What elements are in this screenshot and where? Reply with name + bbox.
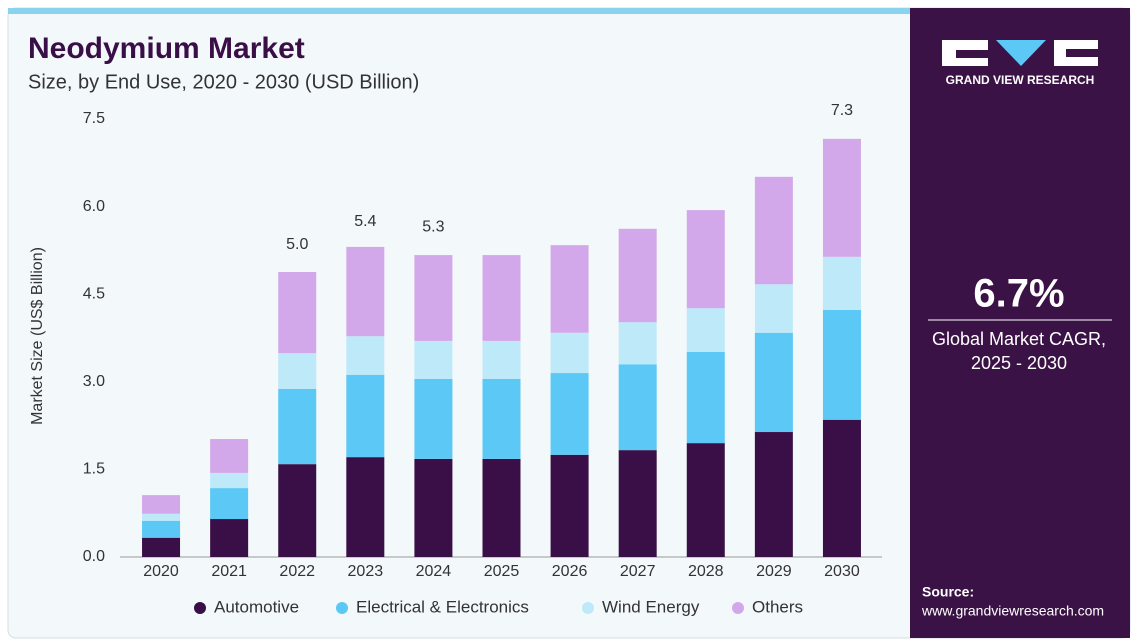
- side-panel: [910, 8, 1130, 638]
- bar-segment: [754, 284, 793, 333]
- y-tick-label: 4.5: [83, 285, 105, 302]
- bar-segment: [822, 309, 861, 420]
- bar-segment: [822, 138, 861, 257]
- bar-segment: [142, 495, 181, 514]
- legend-label: Automotive: [214, 597, 299, 616]
- bar-segment: [618, 228, 657, 323]
- x-tick-label: 2026: [552, 563, 588, 580]
- source-label: Source:: [922, 584, 974, 600]
- x-tick-label: 2024: [416, 563, 452, 580]
- bar-segment: [346, 336, 385, 375]
- bar-segment: [686, 308, 725, 353]
- bar-segment: [414, 340, 453, 379]
- brand: GRAND VIEW RESEARCH: [946, 73, 1095, 87]
- bar-segment: [210, 488, 249, 520]
- bar-segment: [482, 255, 521, 341]
- bar-segment: [754, 432, 793, 557]
- bar-segment: [482, 340, 521, 379]
- legend-label: Others: [752, 597, 803, 616]
- y-axis-title: Market Size (US$ Billion): [29, 247, 46, 425]
- bar-segment: [686, 352, 725, 444]
- bar-segment: [686, 210, 725, 309]
- y-tick-label: 3.0: [83, 373, 105, 390]
- bar-segment: [550, 373, 589, 455]
- bar-segment: [550, 454, 589, 557]
- y-tick-label: 6.0: [83, 198, 105, 215]
- bar-segment: [142, 537, 181, 557]
- legend-label: Electrical & Electronics: [356, 597, 529, 616]
- bar-segment: [142, 520, 181, 538]
- source-url: www.grandviewresearch.com: [921, 603, 1104, 619]
- top-stripe: [8, 8, 910, 14]
- bar-segment: [822, 256, 861, 310]
- bar-segment: [414, 255, 453, 341]
- bar-segment: [414, 458, 453, 557]
- x-tick-label: 2022: [279, 563, 315, 580]
- legend-marker: [336, 602, 348, 614]
- cagr-caption: Global Market CAGR,: [932, 329, 1106, 349]
- y-tick-label: 7.5: [83, 110, 105, 127]
- x-tick-label: 2023: [348, 563, 384, 580]
- logo: [942, 40, 1098, 66]
- bar-segment: [278, 388, 317, 465]
- bar-segment: [618, 364, 657, 451]
- bar-segment: [142, 513, 181, 521]
- legend-label: Wind Energy: [602, 597, 700, 616]
- bar-segment: [414, 378, 453, 459]
- x-tick-label: 2020: [143, 563, 179, 580]
- x-tick-label: 2021: [211, 563, 247, 580]
- bar-segment: [210, 519, 249, 557]
- bar-segment: [550, 245, 589, 333]
- total-label: 5.4: [354, 213, 376, 230]
- legend-marker: [194, 602, 206, 614]
- bar-segment: [618, 450, 657, 557]
- x-tick-label: 2028: [688, 563, 724, 580]
- x-tick-label: 2025: [484, 563, 520, 580]
- bar-segment: [822, 419, 861, 557]
- bar-segment: [346, 457, 385, 557]
- x-tick-label: 2029: [756, 563, 792, 580]
- legend-marker: [582, 602, 594, 614]
- bar-segment: [754, 176, 793, 285]
- chart-subtitle: Size, by End Use, 2020 - 2030 (USD Billi…: [28, 71, 419, 93]
- total-label: 7.3: [831, 102, 853, 119]
- bar-segment: [482, 458, 521, 557]
- x-tick-label: 2030: [824, 563, 860, 580]
- y-tick-label: 1.5: [83, 461, 105, 478]
- bar-segment: [210, 439, 249, 473]
- chart-title: Neodymium Market: [28, 32, 305, 65]
- total-label: 5.0: [286, 236, 308, 253]
- bar-segment: [278, 353, 317, 389]
- cagr-caption: 2025 - 2030: [971, 353, 1067, 373]
- x-tick-label: 2027: [620, 563, 656, 580]
- bar-segment: [210, 472, 249, 489]
- bar-segment: [686, 443, 725, 557]
- cagr-value: 6.7%: [973, 272, 1064, 316]
- bar-segment: [278, 272, 317, 354]
- bar-segment: [482, 378, 521, 459]
- bar-segment: [346, 246, 385, 337]
- total-label: 5.3: [422, 219, 444, 236]
- bar-segment: [278, 464, 317, 557]
- bar-segment: [618, 322, 657, 365]
- bar-segment: [550, 332, 589, 374]
- legend-marker: [732, 602, 744, 614]
- bar-segment: [346, 374, 385, 458]
- y-tick-label: 0.0: [83, 548, 105, 565]
- bar-segment: [754, 332, 793, 433]
